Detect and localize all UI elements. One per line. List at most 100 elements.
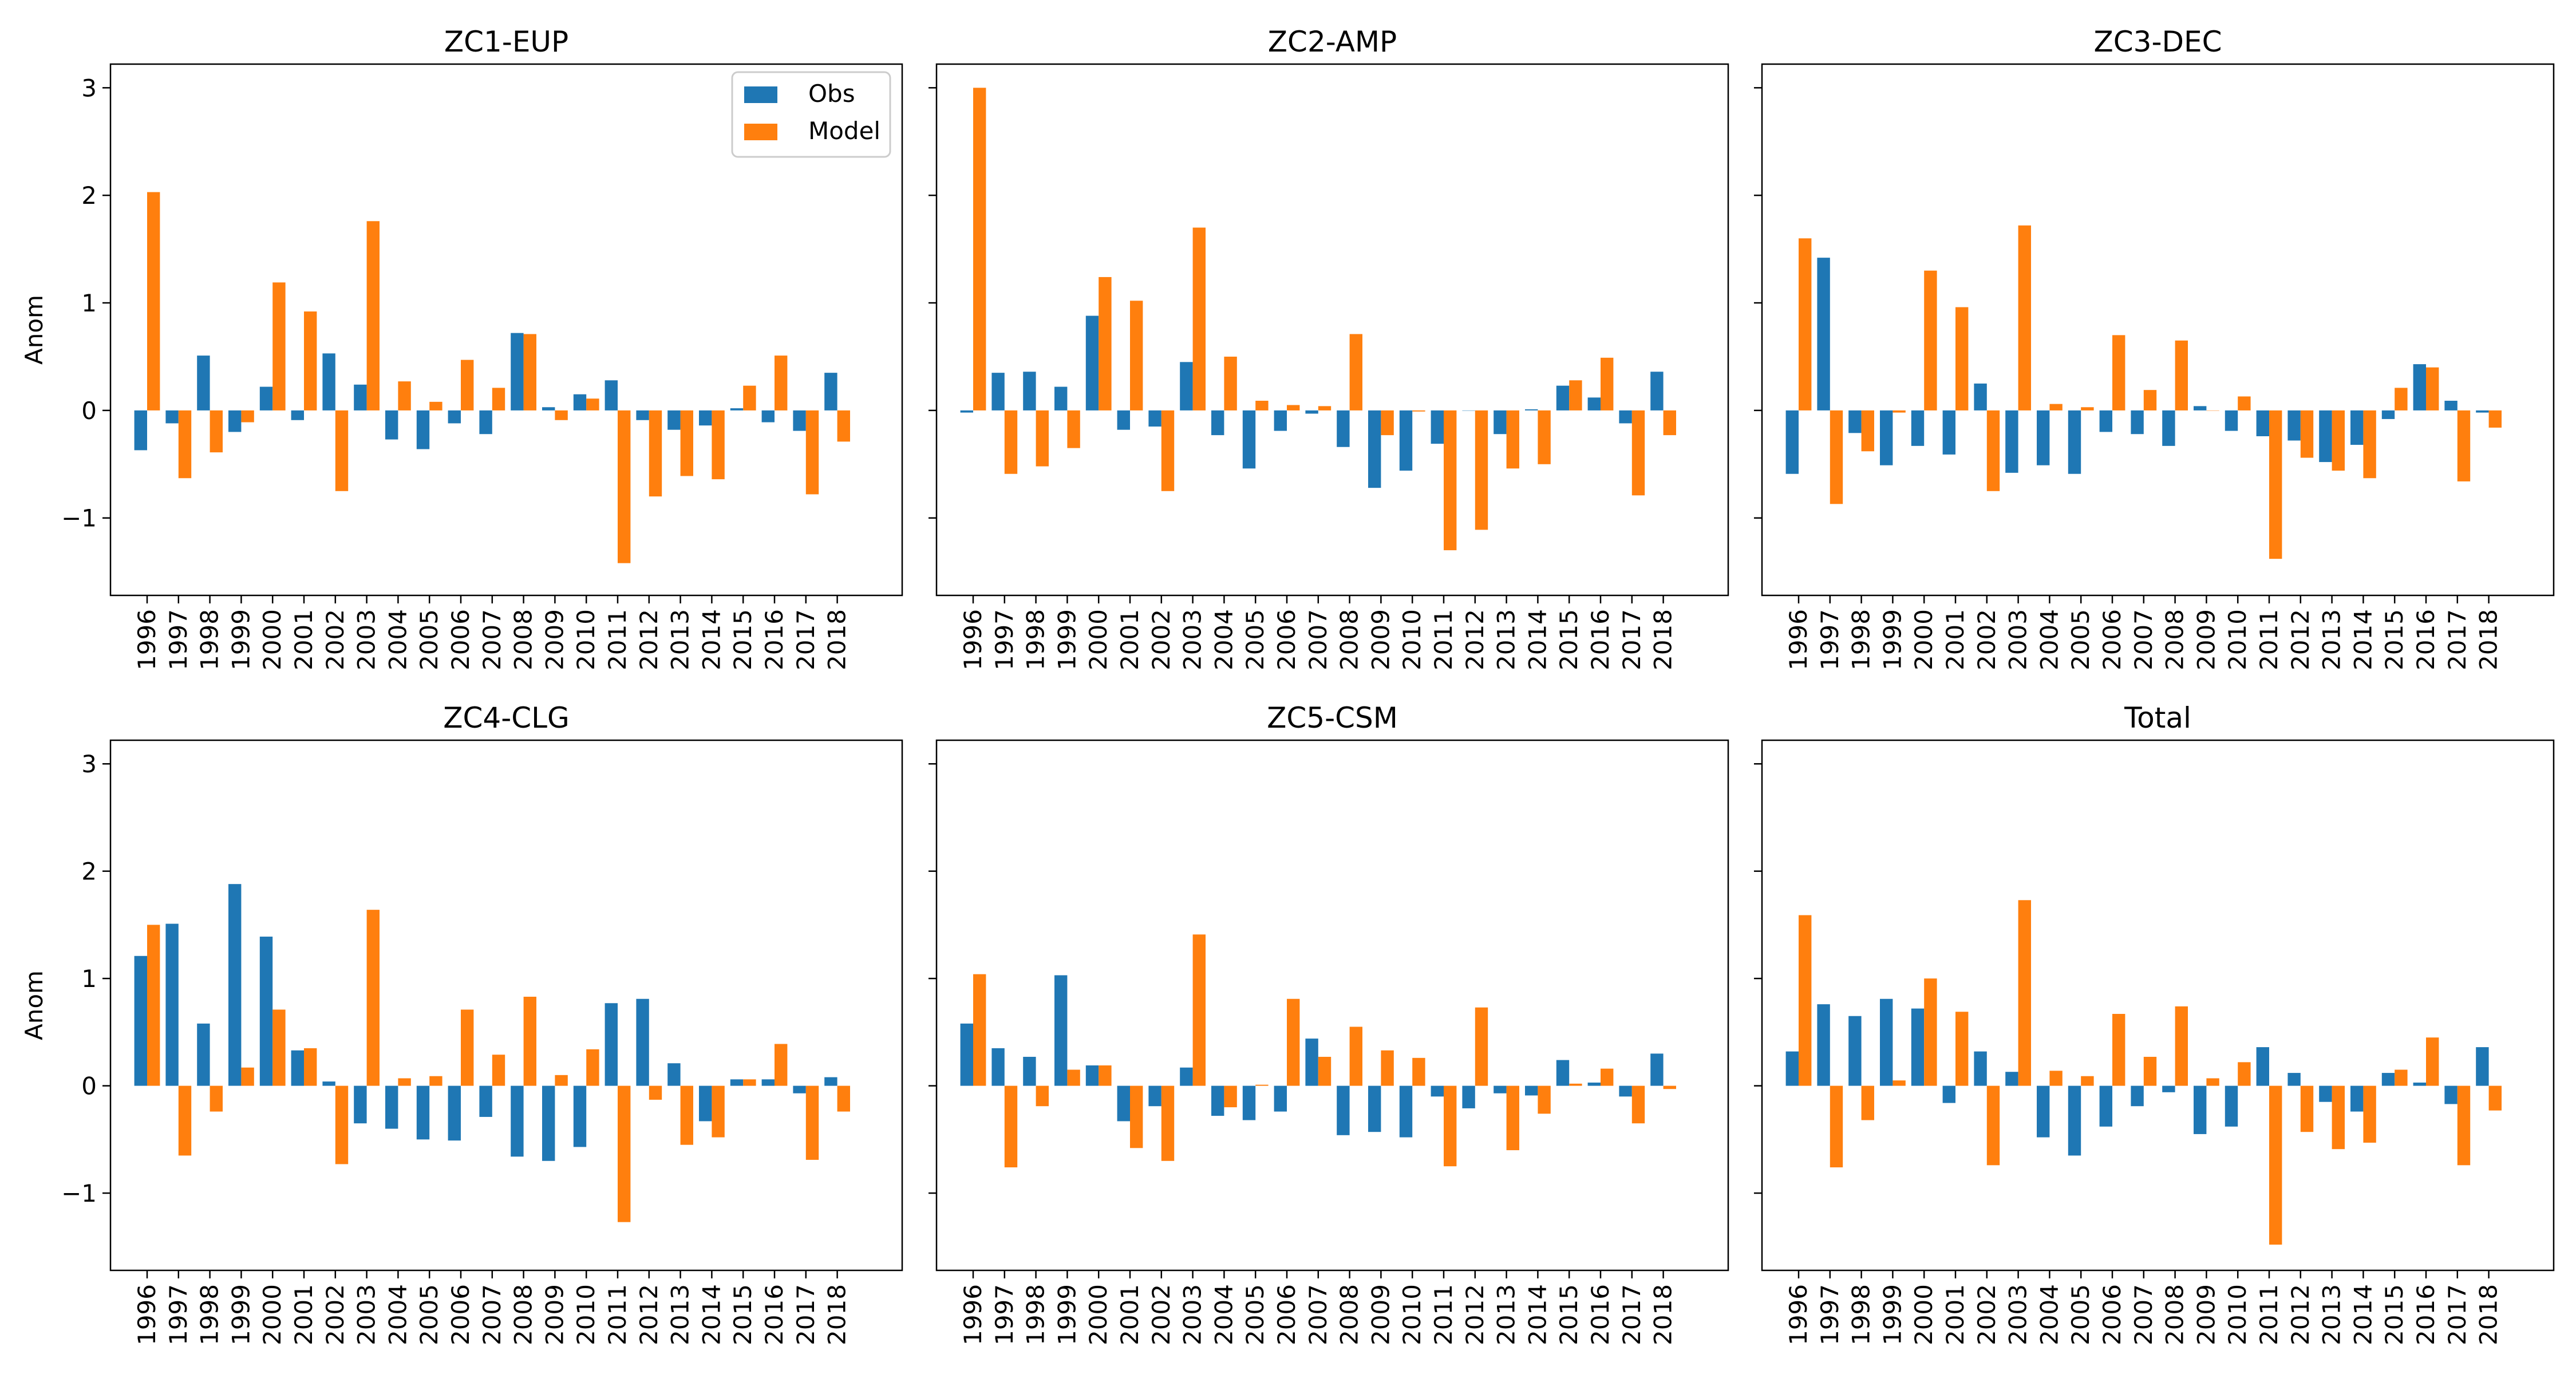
bar-obs-2010: [573, 394, 587, 410]
bar-obs-2015: [730, 408, 744, 410]
bar-obs-2015: [2381, 410, 2395, 419]
x-tick-label: 2004: [2035, 1284, 2063, 1345]
x-tick-label: 1997: [1816, 1284, 1844, 1345]
bar-obs-2003: [2005, 410, 2018, 473]
bar-obs-2016: [2413, 364, 2426, 410]
bar-model-2017: [1631, 410, 1645, 496]
bar-model-2015: [743, 1079, 756, 1086]
bar-obs-2001: [1117, 410, 1130, 430]
bar-obs-1998: [197, 356, 210, 410]
x-tick-label: 2007: [478, 609, 506, 670]
bar-obs-2007: [1305, 1039, 1318, 1086]
x-tick-label: 2013: [1492, 609, 1520, 670]
x-tick-label: 2015: [2380, 609, 2408, 670]
bar-model-2016: [775, 356, 788, 410]
x-tick-label: 1998: [196, 1284, 224, 1345]
bar-model-1998: [210, 1085, 223, 1112]
bar-obs-2004: [2037, 410, 2050, 465]
x-tick-label: 2002: [321, 609, 349, 670]
bar-model-2017: [2457, 410, 2471, 481]
x-tick-label: 2016: [2412, 1284, 2440, 1345]
bar-obs-2011: [2256, 410, 2269, 436]
bar-obs-2002: [1148, 410, 1161, 427]
legend-label-obs: Obs: [808, 80, 855, 108]
x-tick-label: 2013: [666, 609, 694, 670]
bar-model-2013: [2332, 410, 2345, 471]
bar-obs-2002: [1974, 1051, 1987, 1086]
chart-title: ZC3-DEC: [2093, 25, 2222, 58]
bar-model-2008: [1349, 1026, 1362, 1086]
x-tick-label: 2007: [1304, 1284, 1332, 1345]
bar-model-2006: [2112, 335, 2125, 410]
bar-obs-2005: [1242, 1085, 1256, 1120]
bar-model-2015: [1569, 380, 1582, 410]
bar-obs-2003: [354, 384, 367, 410]
bar-model-2001: [304, 311, 317, 410]
x-tick-label: 1996: [959, 1284, 987, 1345]
x-tick-label: 2012: [1461, 1284, 1489, 1345]
x-tick-label: 2001: [1116, 609, 1144, 670]
bar-model-2012: [649, 410, 662, 497]
bar-obs-2000: [1911, 1008, 1925, 1086]
bar-obs-2004: [2037, 1085, 2050, 1138]
bar-obs-2002: [322, 1081, 335, 1086]
bar-model-2001: [1130, 1085, 1143, 1148]
bar-model-2013: [680, 410, 693, 476]
x-tick-label: 2016: [760, 609, 788, 670]
bar-obs-1996: [134, 956, 147, 1086]
x-tick-label: 2012: [2286, 1284, 2314, 1345]
y-tick-label: 2: [81, 181, 97, 210]
bar-obs-1999: [1880, 410, 1893, 465]
bar-model-2005: [1255, 1084, 1269, 1086]
x-tick-label: 2011: [1429, 609, 1457, 670]
x-tick-label: 2005: [2067, 609, 2095, 670]
bar-model-2009: [2206, 1078, 2219, 1086]
bar-obs-2003: [1180, 362, 1193, 410]
x-tick-label: 2000: [258, 1284, 286, 1345]
bar-model-2003: [366, 221, 380, 410]
bar-obs-2006: [448, 410, 461, 424]
axes-frame: [1761, 63, 2555, 597]
bar-model-2010: [1412, 1057, 1425, 1086]
x-tick-label: 2002: [1147, 609, 1175, 670]
bar-model-2002: [1986, 410, 2000, 491]
bar-obs-2001: [291, 1050, 304, 1086]
x-tick-label: 2018: [2475, 609, 2503, 670]
axes-frame: [109, 739, 903, 1272]
bar-obs-1996: [134, 410, 147, 451]
bar-model-2016: [2426, 367, 2439, 410]
bar-model-2009: [555, 410, 568, 420]
bar-obs-2011: [1431, 410, 1444, 444]
x-tick-label: 1997: [1816, 609, 1844, 670]
bar-obs-2015: [730, 1079, 744, 1086]
x-tick-label: 2013: [1492, 1284, 1520, 1345]
bar-obs-2002: [1974, 383, 1987, 410]
bar-model-2010: [1412, 410, 1425, 412]
bar-obs-2007: [1305, 410, 1318, 414]
x-tick-label: 2011: [1429, 1284, 1457, 1345]
bar-obs-1997: [165, 923, 179, 1086]
bar-model-2018: [1663, 410, 1676, 436]
bar-obs-2009: [1368, 410, 1381, 488]
bar-model-2002: [1986, 1085, 2000, 1166]
bar-model-1997: [1004, 410, 1018, 474]
x-tick-label: 2008: [509, 1284, 538, 1345]
bar-obs-2015: [2381, 1073, 2395, 1086]
bar-model-2002: [1161, 410, 1175, 491]
bar-model-1996: [1799, 238, 1812, 410]
x-tick-label: 2018: [1649, 1284, 1677, 1345]
x-tick-label: 2011: [2255, 609, 2283, 670]
bar-obs-1998: [197, 1023, 210, 1086]
bar-obs-1997: [991, 1048, 1005, 1086]
bar-obs-2009: [1368, 1085, 1381, 1132]
x-tick-label: 2017: [2443, 1284, 2471, 1345]
bar-obs-2008: [511, 333, 524, 410]
bar-obs-1996: [960, 410, 973, 413]
bar-obs-1999: [1054, 386, 1068, 410]
bar-obs-2003: [354, 1085, 367, 1124]
bar-model-2014: [2363, 410, 2376, 479]
bar-obs-1996: [1785, 410, 1799, 474]
bar-model-2013: [1506, 1085, 1519, 1151]
